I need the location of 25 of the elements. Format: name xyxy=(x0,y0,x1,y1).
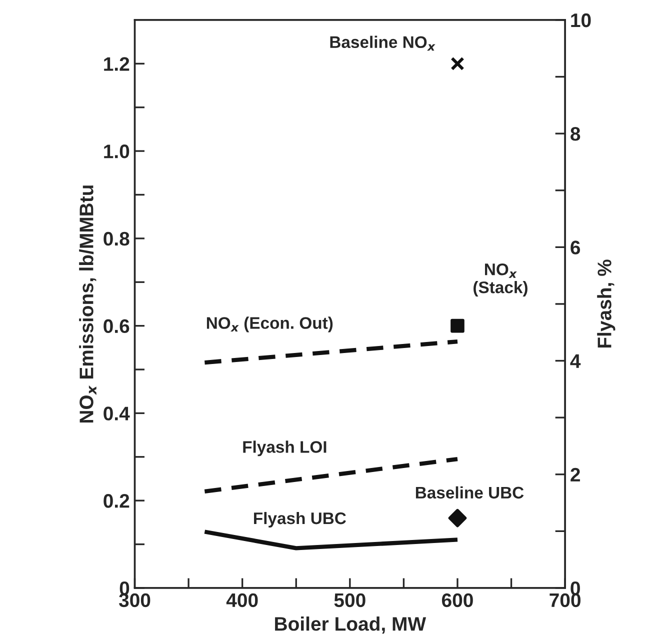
x-tick-label: 700 xyxy=(550,593,580,608)
x-axis-title: Boiler Load, MW xyxy=(275,616,426,634)
x-tick-label: 400 xyxy=(226,593,258,608)
y2-tick-label: 2 xyxy=(570,468,580,482)
series-label: Flyash UBC xyxy=(254,512,346,528)
y-tick-label: 1.2 xyxy=(104,57,130,71)
y2-tick-label: 10 xyxy=(571,13,591,28)
series-label: Flyash LOI xyxy=(243,440,326,456)
series-label: Baseline NO$_{x}$ xyxy=(330,36,436,51)
y-tick-label: 0.6 xyxy=(104,319,130,334)
y-tick-label: 0.2 xyxy=(104,494,130,508)
y2-tick-label: 6 xyxy=(570,240,580,254)
y-axis-title: NO$_{x}$ Emissions, lb/MMBtu xyxy=(79,186,96,423)
series-label: NO$_{x}$ (Econ. Out) xyxy=(206,316,333,332)
x-tick-label: 300 xyxy=(118,593,150,608)
x-tick-label: 500 xyxy=(334,593,366,608)
y-tick-label: 1.0 xyxy=(104,144,130,158)
y-tick-label: 0.8 xyxy=(104,232,130,246)
series-label: Baseline UBC xyxy=(416,486,524,499)
series-label: NO$_{x}$ (Stack) xyxy=(474,263,528,297)
y2-tick-label: 4 xyxy=(570,354,581,368)
y2-tick-label: 8 xyxy=(570,127,580,141)
y-tick-label: 0.4 xyxy=(104,406,130,420)
x-tick-label: 600 xyxy=(442,593,473,608)
y2-axis-title: Flyash, % xyxy=(597,260,616,348)
